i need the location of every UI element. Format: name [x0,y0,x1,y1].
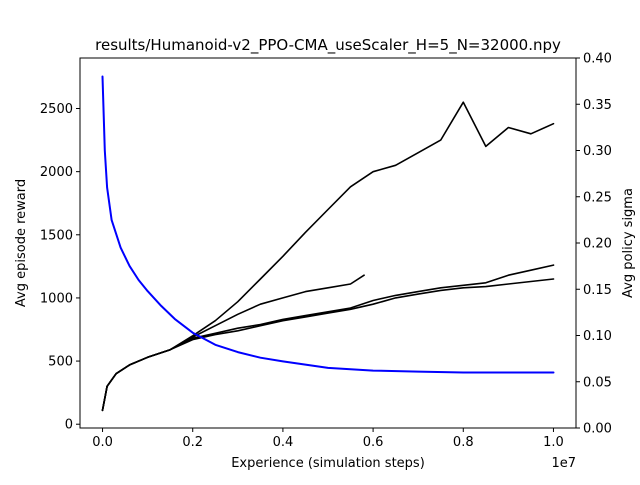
right-y-tick-label: 0.00 [583,422,612,437]
x-tick-label: 0.8 [453,435,474,450]
x-tick-label: 0.2 [182,435,203,450]
x-tick-label: 0.4 [273,435,294,450]
left-y-tick-label: 0 [65,418,73,433]
right-y-tick-label: 0.20 [583,237,612,252]
right-y-tick-label: 0.25 [583,190,612,205]
left-y-axis-ticks: 0 500 1000 1500 2000 2500 [40,102,80,433]
x-tick-label: 1.0 [543,435,564,450]
right-y-tick-label: 0.15 [583,283,612,298]
chart-title: results/Humanoid-v2_PPO-CMA_useScaler_H=… [95,36,561,55]
left-y-tick-label: 1500 [40,228,73,243]
series-layer [101,75,555,412]
left-y-tick-label: 2000 [40,165,73,180]
x-tick-label: 0.0 [92,435,113,450]
x-tick-label: 0.6 [363,435,384,450]
left-y-tick-label: 1000 [40,291,73,306]
right-y-axis-ticks: 0.00 0.05 0.10 0.15 0.20 0.25 0.30 0.35 0.40 [576,52,612,437]
sigma-series-line-4 [101,75,555,374]
x-axis-exponent: 1e7 [551,456,576,471]
right-y-axis-label: Avg policy sigma [621,188,636,298]
left-y-axis-label: Avg episode reward [14,179,29,307]
right-y-tick-label: 0.30 [583,144,612,159]
x-axis-ticks: 0.0 0.2 0.4 0.6 0.8 1.0 [92,428,564,450]
left-y-tick-label: 500 [48,355,73,370]
right-y-tick-label: 0.10 [583,329,612,344]
left-y-tick-label: 2500 [40,102,73,117]
right-y-tick-label: 0.05 [583,375,612,390]
right-y-tick-label: 0.35 [583,98,612,113]
reward-series-line-3 [101,278,555,412]
right-y-tick-label: 0.40 [583,52,612,67]
x-axis-label: Experience (simulation steps) [231,456,425,471]
